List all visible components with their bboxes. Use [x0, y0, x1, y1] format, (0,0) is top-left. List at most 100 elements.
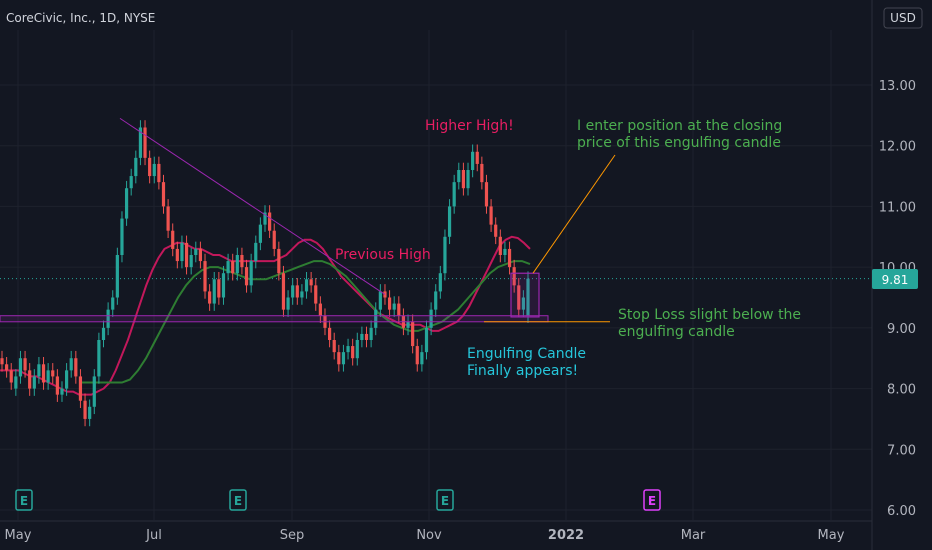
annotation-engulf-line1: Engulfing Candle: [467, 346, 586, 362]
candle: [184, 235, 189, 275]
candle-body: [503, 248, 507, 255]
candle: [387, 290, 392, 317]
candle-body: [489, 206, 493, 225]
candle: [392, 296, 396, 317]
x-tick-label: Mar: [681, 528, 706, 543]
candle: [64, 363, 69, 396]
candle: [14, 369, 18, 396]
earnings-icon[interactable]: E: [643, 489, 661, 511]
candle: [101, 320, 106, 348]
x-tick-label: Jul: [145, 528, 162, 543]
y-tick-label: 7.00: [887, 443, 916, 458]
candle-body: [457, 170, 461, 183]
candle: [189, 247, 193, 275]
candle: [240, 247, 244, 275]
candle-body: [120, 218, 124, 255]
candle-body: [180, 242, 184, 262]
symbol-title: CoreCivic, Inc., 1D, NYSE: [6, 11, 155, 25]
candle: [244, 259, 249, 293]
candle-body: [198, 248, 203, 262]
candle-body: [46, 370, 50, 383]
candle-body: [88, 406, 92, 419]
candle-body: [9, 370, 13, 383]
currency-button-label[interactable]: USD: [890, 11, 916, 25]
ma-slow-line: [82, 260, 531, 384]
drawings: [0, 117, 616, 323]
engulfing-box: [510, 272, 540, 318]
candle: [175, 241, 179, 269]
candle: [198, 241, 203, 269]
candle: [23, 350, 27, 378]
candle-body: [355, 340, 359, 359]
candle-body: [517, 285, 521, 310]
candle: [397, 296, 401, 323]
candle-body: [217, 279, 221, 298]
earnings-icon[interactable]: E: [229, 489, 247, 511]
candle-body: [97, 340, 101, 377]
candle-body: [406, 321, 410, 328]
candle-body: [327, 327, 332, 340]
candle: [263, 205, 267, 232]
candle: [494, 217, 498, 245]
candle: [526, 271, 530, 323]
candle-body: [424, 327, 429, 353]
candle-body: [115, 255, 119, 298]
candle-body: [364, 333, 369, 340]
y-tick-label: 13.00: [879, 79, 916, 94]
candle: [337, 344, 341, 372]
overlay-lines: [0, 235, 531, 396]
entry-pointer-line: [532, 154, 616, 274]
last-price-label: 9.81: [882, 273, 909, 287]
candle-body: [254, 242, 258, 262]
earnings-icon[interactable]: E: [15, 489, 33, 511]
candle: [134, 150, 138, 184]
candle: [88, 399, 92, 427]
candle: [291, 278, 295, 305]
x-tick-label: Sep: [280, 528, 305, 543]
candle-body: [244, 267, 249, 286]
candle: [434, 284, 438, 317]
candle-body: [447, 206, 452, 237]
candle-body: [461, 170, 466, 189]
candle: [221, 265, 226, 305]
candle: [461, 162, 466, 196]
candle-body: [332, 340, 336, 353]
candle: [111, 290, 115, 317]
candle: [249, 253, 253, 293]
candle-body: [166, 206, 170, 231]
candle-body: [291, 285, 295, 298]
candle-body: [203, 261, 207, 292]
candle-body: [351, 346, 355, 359]
candle-body: [129, 176, 133, 189]
candle-body: [226, 261, 230, 274]
candle-body: [28, 370, 32, 389]
candle-body: [184, 242, 189, 268]
candle: [157, 156, 161, 190]
candle: [277, 241, 281, 281]
candle-body: [148, 157, 152, 177]
currency-button[interactable]: USD: [883, 7, 923, 29]
candle-body: [37, 364, 41, 377]
candle: [9, 363, 13, 390]
x-tick-label: May: [5, 528, 32, 543]
candle-body: [235, 255, 239, 274]
candle: [457, 162, 461, 190]
candle: [360, 326, 364, 348]
candle-body: [51, 370, 55, 377]
candle-body: [221, 273, 226, 298]
candle: [498, 229, 502, 263]
annotation-entry-line1: I enter position at the closing: [577, 118, 782, 134]
candle-body: [69, 358, 73, 371]
candle: [332, 332, 336, 360]
candle: [406, 314, 410, 336]
candle-body: [231, 261, 235, 274]
candle-body: [143, 127, 147, 158]
candle: [231, 253, 235, 281]
candle-body: [161, 182, 166, 207]
earnings-icon[interactable]: E: [436, 489, 454, 511]
candle: [41, 357, 46, 390]
candle-body: [212, 279, 216, 304]
